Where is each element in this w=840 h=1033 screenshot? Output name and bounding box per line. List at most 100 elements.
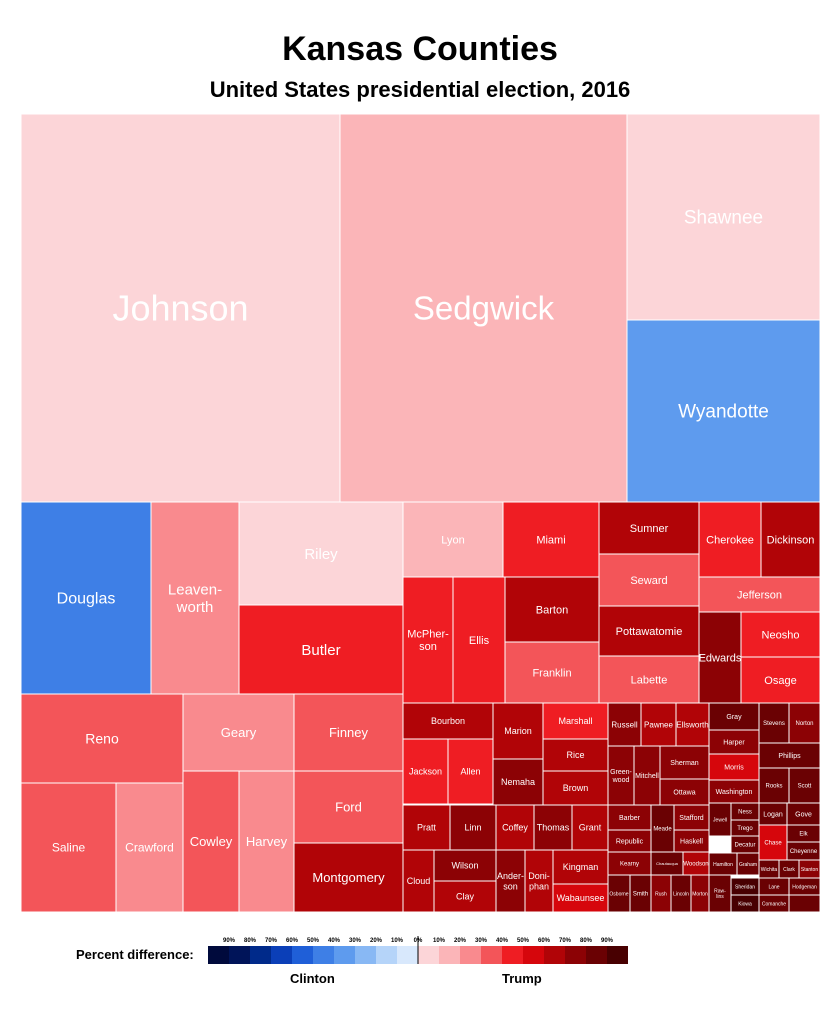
county-label-wilson: Wilson [451, 861, 478, 871]
county-label-smith: Smith [633, 892, 648, 898]
county-label-saline: Saline [52, 841, 86, 855]
county-cell-neosho [740, 611, 821, 658]
county-label-crawford: Crawford [125, 841, 174, 855]
legend-clinton-label: Clinton [290, 971, 335, 986]
county-label-butler: Butler [301, 642, 340, 659]
county-cell-lyon [402, 501, 504, 578]
county-label-johnson: Johnson [112, 288, 248, 329]
county-cell-butler [238, 604, 404, 695]
county-label-doni-phan: Doni-phan [528, 871, 550, 891]
county-cell-sedgwick [339, 113, 628, 503]
county-label-montgomery: Montgomery [312, 870, 385, 885]
county-label-comanche: Comanche [762, 901, 786, 907]
chart-subtitle: United States presidential election, 201… [209, 77, 631, 102]
county-label-republic: Republic [616, 838, 644, 845]
county-cell-stevens [758, 702, 790, 744]
county-label-morris: Morris [724, 764, 744, 771]
county-label-marshall: Marshall [558, 716, 592, 726]
county-label-osage: Osage [764, 675, 796, 687]
county-label-cowley: Cowley [190, 834, 233, 849]
county-label-stafford: Stafford [679, 815, 703, 822]
county-cell-wabaunsee [552, 883, 609, 913]
county-label-gove: Gove [795, 811, 812, 818]
county-label-ellsworth: Ellsworth [676, 720, 708, 729]
county-cell-wyandotte [626, 319, 821, 503]
county-label-wichita: Wichita [761, 867, 778, 873]
county-label-rice: Rice [566, 750, 584, 760]
county-label-clark: Clark [783, 867, 795, 873]
county-label-gray: Gray [726, 714, 742, 721]
county-label-brown: Brown [563, 783, 589, 793]
county-cell-cloud [402, 849, 435, 913]
county-label-haskell: Haskell [680, 838, 703, 845]
county-label-woodson: Woodson [683, 862, 708, 868]
county-label-russell: Russell [611, 720, 637, 729]
county-label-ander-son: Ander-son [497, 871, 524, 891]
county-cell-rice [542, 738, 609, 772]
county-label-stanton: Stanton [801, 867, 818, 873]
county-label-pottawatomie: Pottawatomie [616, 626, 683, 638]
county-label-washington: Washington [716, 789, 753, 796]
county-cell-montgomery [293, 842, 404, 913]
county-label-reno: Reno [85, 730, 119, 746]
county-cell-seward [598, 553, 700, 607]
county-label-decatur: Decatur [734, 843, 755, 849]
county-cell-reno [20, 693, 184, 784]
county-label-seward: Seward [630, 575, 667, 587]
county-label-hodgeman: Hodgeman [792, 884, 817, 890]
county-label-shawnee: Shawnee [684, 208, 763, 229]
county-cell-shawnee [626, 113, 821, 321]
county-cell-crawford [115, 782, 184, 913]
chart-title: Kansas Counties [282, 30, 558, 68]
county-cell-miami [502, 501, 600, 578]
county-label-raw-lins: Raw-lins [714, 888, 726, 900]
county-label-sheridan: Sheridan [735, 884, 755, 890]
county-cell-jackson [402, 738, 449, 805]
county-cell-harvey [238, 770, 295, 913]
county-label-cherokee: Cherokee [706, 534, 754, 546]
county-label-leaven-worth: Leaven-worth [168, 582, 222, 616]
county-label-kingman: Kingman [563, 862, 599, 872]
county-cell-dickinson [760, 501, 821, 578]
county-label-miami: Miami [536, 534, 565, 546]
county-label-bourbon: Bourbon [431, 716, 465, 726]
county-label-norton: Norton [795, 721, 813, 727]
county-cell-russell [607, 702, 642, 747]
county-cell-allen [447, 738, 494, 805]
county-label-cheyenne: Cheyenne [790, 849, 818, 855]
county-cell-osage [740, 656, 821, 704]
county-cell-barton [504, 576, 600, 643]
county-cell-johnson [20, 113, 341, 503]
county-cell-jefferson [698, 576, 821, 613]
county-cell-douglas [20, 501, 152, 695]
county-label-nemaha: Nemaha [501, 777, 535, 787]
county-cell-franklin [504, 641, 600, 704]
county-label-jewell: Jewell [713, 817, 727, 823]
county-label-harper: Harper [723, 739, 745, 746]
county-label-morton: Morton [692, 891, 708, 897]
county-label-trego: Trego [737, 826, 753, 832]
county-label-ottawa: Ottawa [673, 789, 695, 796]
county-cell-finney [293, 693, 404, 772]
county-label-hamilton: Hamilton [713, 862, 733, 868]
county-label-graham: Graham [739, 862, 757, 868]
county-label-jackson: Jackson [409, 767, 442, 777]
county-label-jefferson: Jefferson [737, 589, 782, 601]
county-cell-geary [182, 693, 295, 772]
county-label-logan: Logan [763, 811, 783, 818]
county-label-rooks: Rooks [765, 784, 782, 790]
county-label-clay: Clay [456, 892, 475, 902]
county-label-harvey: Harvey [246, 834, 288, 849]
county-label-barber: Barber [619, 815, 641, 822]
county-label-chase: Chase [764, 841, 782, 847]
county-cell-scott [788, 767, 821, 804]
county-label-franklin: Franklin [532, 667, 571, 679]
county-label-barton: Barton [536, 604, 568, 616]
county-cell-green-wood [607, 745, 635, 806]
county-label-kearny: Kearny [620, 862, 639, 868]
county-label-meade: Meade [653, 827, 672, 833]
legend-trump-label: Trump [502, 971, 542, 986]
county-cell-pratt [402, 804, 451, 851]
county-label-geary: Geary [221, 725, 257, 740]
